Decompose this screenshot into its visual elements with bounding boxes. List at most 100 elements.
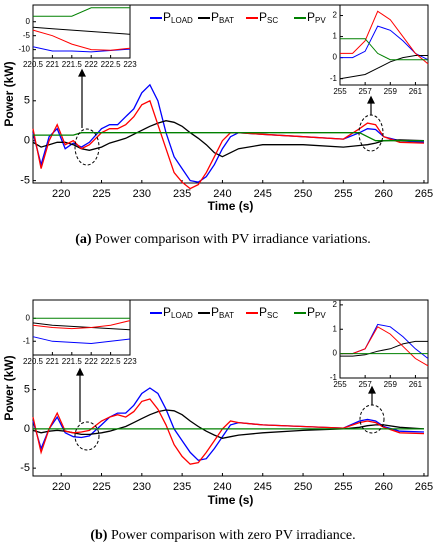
- y-tick-label: 1: [333, 324, 338, 333]
- series-line: [32, 29, 131, 51]
- x-tick-label: 259: [384, 87, 398, 96]
- series-line: [32, 336, 131, 345]
- x-tick-label: 240: [213, 481, 231, 493]
- x-tick-label: 222.5: [101, 60, 122, 69]
- x-tick-label: 260: [374, 188, 392, 200]
- x-tick-label: 225: [92, 481, 110, 493]
- y-tick-label: -1: [330, 74, 338, 83]
- series-line: [340, 10, 429, 65]
- x-tick-label: 255: [334, 481, 352, 493]
- inset-frame: [32, 299, 131, 356]
- x-tick-label: 257: [358, 380, 372, 389]
- caption: (b) Power comparison with zero PV irradi…: [90, 528, 355, 543]
- legend-label: PPV: [307, 305, 326, 320]
- y-tick-label: 0: [333, 349, 338, 358]
- x-axis-label: Time (s): [208, 199, 254, 213]
- x-tick-label: 223: [123, 357, 137, 366]
- legend-label: PSC: [259, 10, 278, 25]
- series-line: [339, 55, 428, 80]
- y-tick-label: 2: [333, 300, 338, 309]
- x-tick-label: 222: [85, 357, 99, 366]
- x-tick-label: 260: [374, 481, 392, 493]
- x-tick-label: 230: [133, 188, 151, 200]
- arrow-head: [368, 385, 376, 394]
- arrow-head: [367, 95, 375, 104]
- y-tick-label: 1: [333, 32, 338, 41]
- y-tick-label: 0: [24, 423, 30, 435]
- x-tick-label: 257: [358, 87, 372, 96]
- inset: 220.5 221 221.5 222 222.5 223 -10 -5 0: [18, 4, 137, 69]
- x-tick-label: 240: [213, 188, 231, 200]
- caption-text: Power comparison with PV irradiance vari…: [95, 232, 371, 247]
- x-tick-label: 250: [294, 188, 312, 200]
- x-tick-label: 220: [52, 481, 70, 493]
- x-tick-label: 261: [409, 87, 423, 96]
- x-tick-label: 222.5: [101, 357, 122, 366]
- x-axis-label: Time (s): [208, 493, 254, 507]
- x-tick-label: 259: [384, 380, 398, 389]
- series-line: [340, 340, 428, 357]
- series-line: [32, 322, 131, 331]
- caption: (a) Power comparison with PV irradiance …: [75, 232, 371, 247]
- x-tick-label: 221.5: [62, 357, 83, 366]
- series-line: [32, 99, 425, 190]
- x-tick-label: 221: [46, 60, 60, 69]
- x-tick-label: 230: [133, 481, 151, 493]
- y-tick-label: -1: [23, 336, 31, 345]
- series-line: [32, 26, 131, 35]
- arrow-head: [76, 367, 84, 376]
- series-line: [340, 38, 428, 61]
- legend-label: PLOAD: [163, 10, 193, 25]
- legend-label: PSC: [259, 305, 278, 320]
- series-line: [32, 398, 425, 465]
- series-line: [32, 320, 131, 330]
- inset: 255 257 259 261 -1 0 1 2: [330, 299, 429, 389]
- x-tick-label: 261: [409, 380, 423, 389]
- inset-frame: [339, 299, 429, 379]
- x-tick-label: 245: [254, 481, 272, 493]
- x-tick-label: 265: [415, 481, 433, 493]
- caption-text: Power comparison with zero PV irradiance…: [111, 528, 356, 543]
- inset-frame: [32, 4, 131, 59]
- y-tick-label: 0: [26, 313, 31, 322]
- zoom-ellipse: [74, 128, 100, 166]
- y-tick-label: 0: [333, 53, 338, 62]
- y-axis-label: Power (kW): [2, 61, 16, 126]
- inset: 255 257 259 261 -1 0 1 2: [330, 4, 429, 96]
- series-line: [32, 120, 425, 158]
- y-tick-label: 5: [24, 383, 30, 395]
- x-tick-label: 221: [46, 357, 60, 366]
- x-tick-label: 255: [333, 380, 347, 389]
- y-tick-label: -5: [20, 175, 30, 187]
- x-tick-label: 220: [52, 188, 70, 200]
- x-tick-label: 221.5: [62, 60, 83, 69]
- legend-label: PLOAD: [163, 305, 193, 320]
- x-tick-label: 220.5: [23, 60, 44, 69]
- y-tick-label: 2: [333, 11, 338, 20]
- x-tick-label: 223: [123, 60, 137, 69]
- x-tick-label: 265: [415, 188, 433, 200]
- y-tick-label: -10: [18, 45, 30, 54]
- y-tick-label: 5: [24, 95, 30, 107]
- x-tick-label: 250: [294, 481, 312, 493]
- y-axis-label: Power (kW): [2, 355, 16, 420]
- arrow-head: [78, 68, 86, 77]
- legend-label: PBAT: [211, 305, 234, 320]
- x-tick-label: 220.5: [23, 357, 44, 366]
- inset-frame: [339, 4, 429, 86]
- y-tick-label: -5: [20, 462, 30, 474]
- x-tick-label: 235: [173, 188, 191, 200]
- caption-label: (a): [75, 232, 92, 247]
- inset: 220.5 221 221.5 222 222.5 223 -1 0: [23, 299, 137, 366]
- y-tick-label: 0: [24, 135, 30, 147]
- x-tick-label: 222: [85, 60, 99, 69]
- x-tick-label: 245: [254, 188, 272, 200]
- x-tick-label: 255: [334, 188, 352, 200]
- legend-label: PPV: [307, 10, 326, 25]
- x-tick-label: 235: [173, 481, 191, 493]
- y-tick-label: 0: [26, 17, 31, 26]
- x-tick-label: 255: [333, 87, 347, 96]
- zoom-ellipse: [74, 421, 100, 451]
- zoom-arrows: [76, 68, 376, 422]
